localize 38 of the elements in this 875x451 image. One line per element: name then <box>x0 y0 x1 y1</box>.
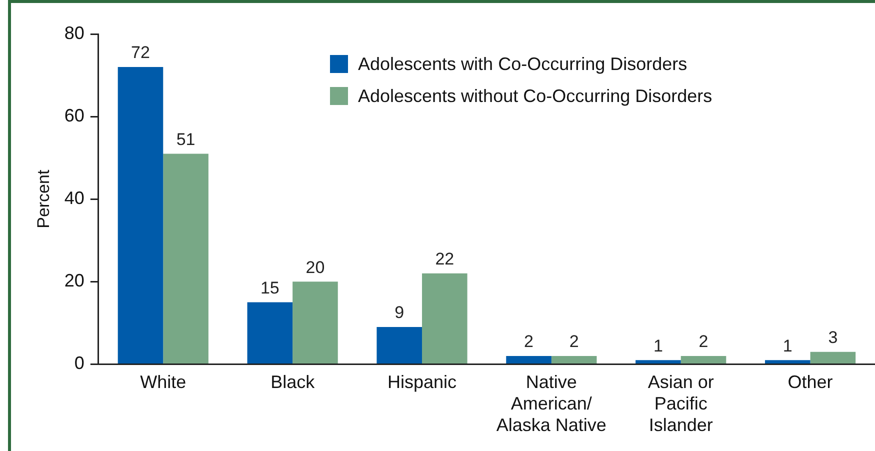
bar <box>163 154 208 364</box>
data-label: 15 <box>260 278 280 298</box>
data-label: 9 <box>394 303 404 322</box>
legend-label: Adolescents without Co-Occurring Disorders <box>358 85 712 108</box>
y-tick-label: 0 <box>74 353 84 374</box>
y-tick-label: 80 <box>64 22 84 43</box>
bar <box>636 360 681 364</box>
y-axis-title: Percent <box>34 170 53 228</box>
data-label: 3 <box>828 328 838 348</box>
bar <box>376 327 422 364</box>
x-tick-label: Black <box>270 372 316 392</box>
legend-label: Adolescents with Co-Occurring Disorders <box>358 53 688 76</box>
data-label: 1 <box>782 336 792 356</box>
bar <box>551 356 597 364</box>
data-label: 2 <box>698 332 708 352</box>
bar <box>764 360 810 364</box>
bar <box>506 356 552 364</box>
x-tick-label: Hispanic <box>387 372 457 392</box>
bar <box>810 352 856 364</box>
x-tick-label: White <box>140 372 186 392</box>
x-tick-label: Other <box>788 372 833 392</box>
data-label: 72 <box>131 43 150 62</box>
x-tick-label: Asian or Pacific Islander <box>648 372 714 436</box>
bar <box>680 356 726 364</box>
y-tick-label: 40 <box>64 188 84 208</box>
data-label: 2 <box>524 332 534 352</box>
data-label: 2 <box>569 332 579 352</box>
data-label: 51 <box>176 130 196 149</box>
bar <box>118 67 164 364</box>
bar <box>422 273 468 364</box>
x-tick-label: Native American/ Alaska Native <box>496 372 606 436</box>
data-label: 22 <box>435 250 454 269</box>
y-tick-label: 60 <box>64 106 84 126</box>
bar <box>292 282 338 364</box>
y-tick-label: 20 <box>64 270 84 291</box>
bar <box>247 302 293 364</box>
data-label: 20 <box>306 258 325 277</box>
data-label: 1 <box>653 336 663 356</box>
